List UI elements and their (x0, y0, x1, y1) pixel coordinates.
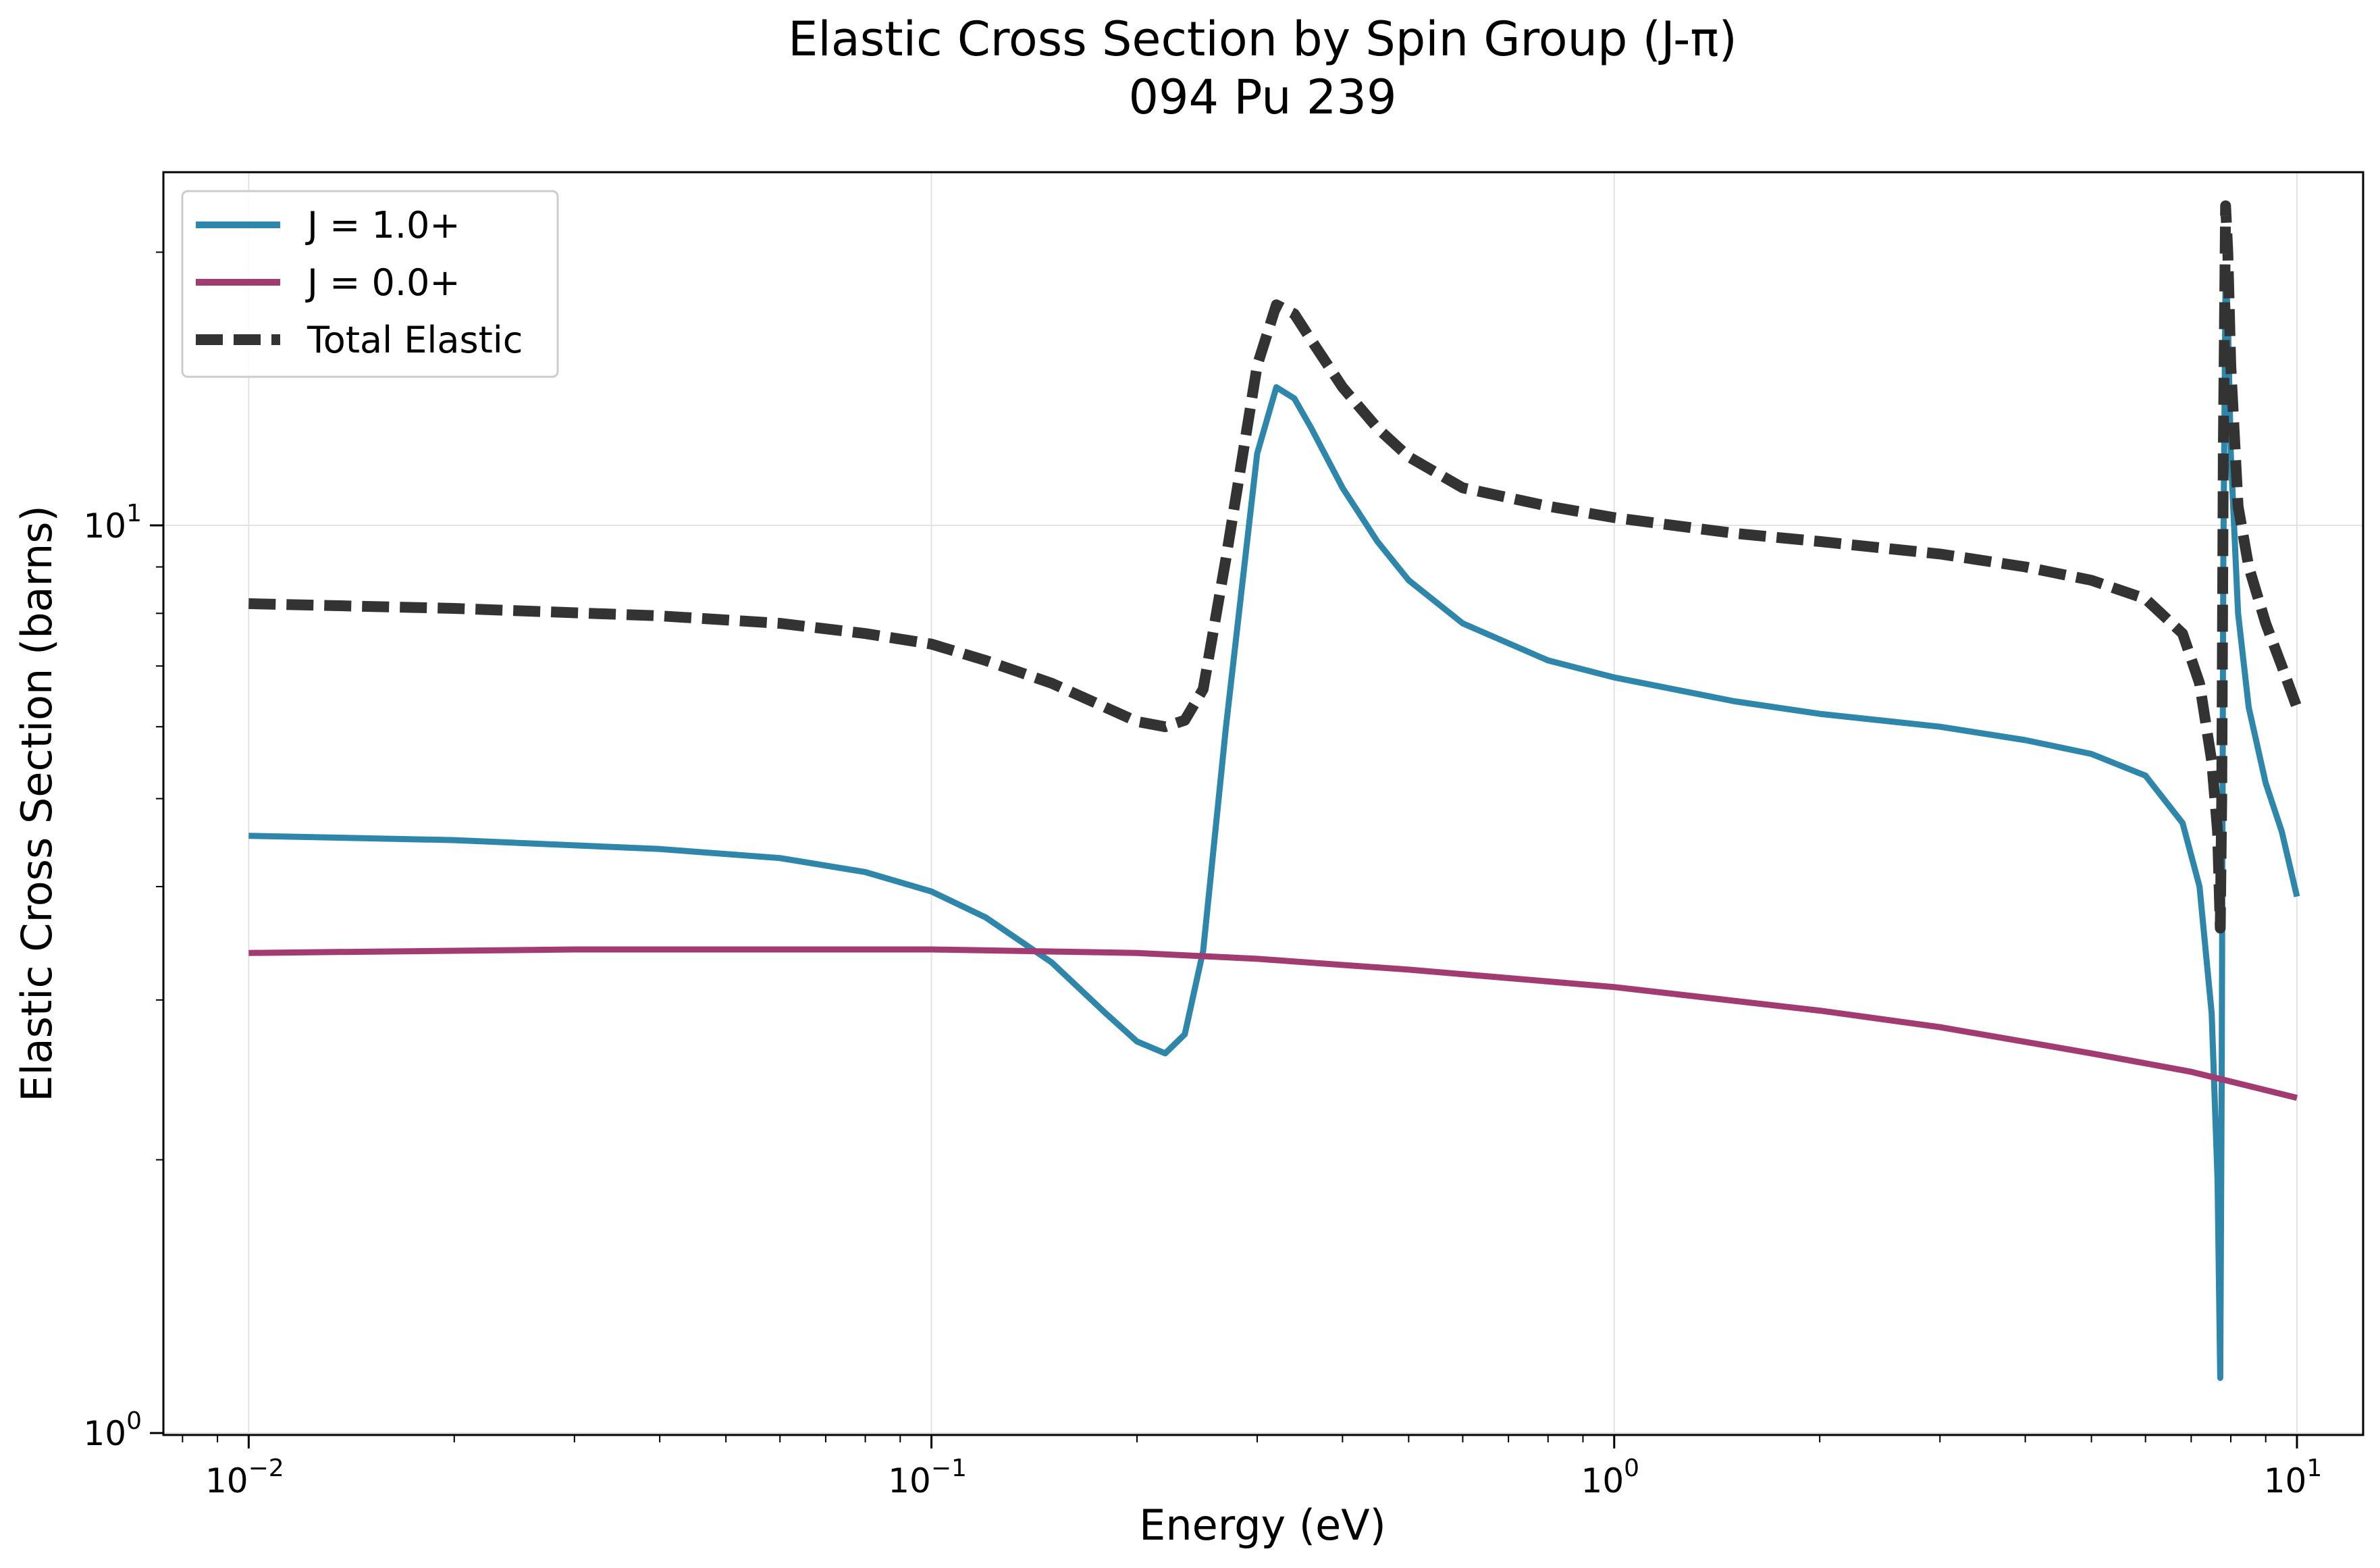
x-axis-label: Energy (eV) (1139, 1500, 1386, 1550)
legend: J = 1.0+ J = 0.0+ Total Elastic (181, 190, 559, 378)
legend-label-total: Total Elastic (307, 319, 523, 361)
series-line-total (248, 200, 2302, 934)
x-tick-label: 101 (2264, 1455, 2323, 1500)
chart-title: Elastic Cross Section by Spin Group (J-π… (788, 11, 1737, 67)
y-axis-label: Elastic Cross Section (barns) (12, 505, 61, 1101)
ticks: 10−2 10−1 100 101 100 101 (83, 251, 2323, 1500)
chart-subtitle: 094 Pu 239 (1128, 70, 1396, 125)
series-line-j1 (248, 269, 2300, 1381)
legend-box (181, 190, 559, 378)
legend-entry-j0: J = 0.0+ (196, 261, 460, 304)
legend-label-j0: J = 0.0+ (305, 261, 460, 304)
series-line-j0 (248, 946, 2298, 1101)
grid (163, 172, 2363, 1435)
y-tick-label: 100 (83, 1407, 142, 1453)
y-tick-label: 101 (83, 500, 142, 546)
legend-entry-j1: J = 1.0+ (196, 204, 460, 246)
x-tick-label: 10−2 (205, 1455, 284, 1500)
series-layer (248, 200, 2302, 1381)
legend-entry-total: Total Elastic (196, 319, 523, 361)
x-tick-label: 100 (1581, 1455, 1640, 1500)
x-tick-label: 10−1 (888, 1455, 967, 1500)
legend-label-j1: J = 1.0+ (305, 204, 460, 246)
plot-frame (162, 171, 2364, 1436)
